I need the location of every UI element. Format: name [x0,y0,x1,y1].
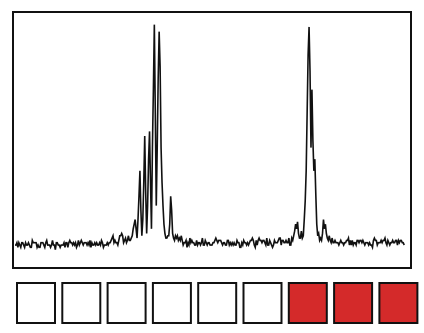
scale-box-4-empty [151,282,192,324]
scale-box-5-empty [197,282,238,324]
scale-box-9-filled [378,282,419,324]
plot-frame [12,11,412,269]
scale-box-6-empty [242,282,283,324]
scale-box-8-filled [333,282,374,324]
trace-layer [15,24,405,251]
scale-box-2-empty [61,282,102,324]
scale-box-3-empty [106,282,147,324]
series-line [15,24,405,251]
scale-box-1-empty [16,282,56,324]
scale-box-7-filled [287,282,328,324]
level-scale [16,282,419,324]
